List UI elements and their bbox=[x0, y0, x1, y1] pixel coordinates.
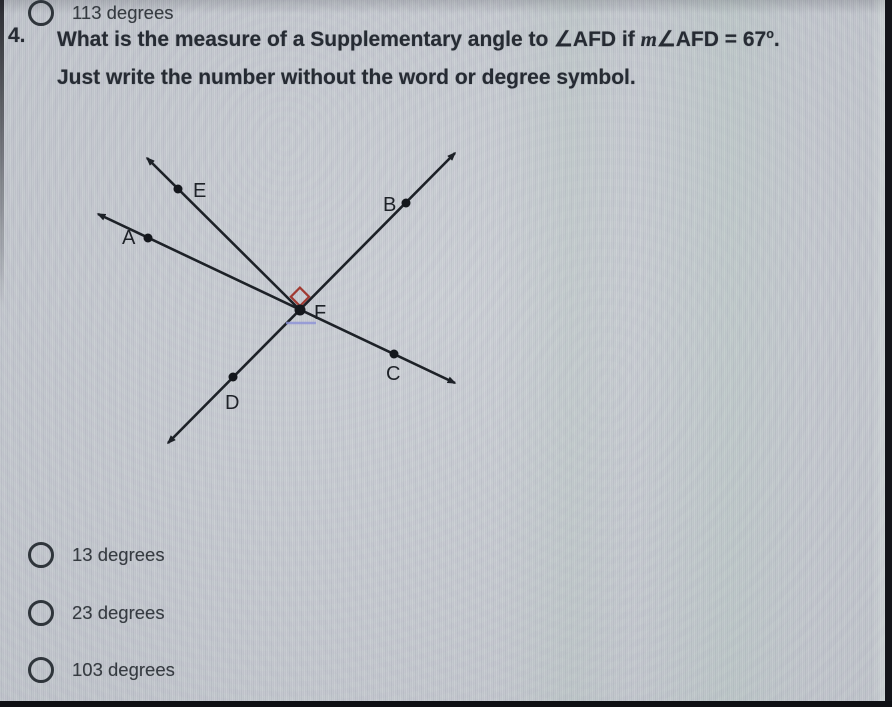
point-c-dot bbox=[389, 349, 399, 359]
point-b-dot bbox=[401, 198, 411, 208]
point-f-dot bbox=[294, 304, 306, 316]
label-c: C bbox=[386, 363, 400, 385]
question-line2: Just write the number without the word o… bbox=[57, 66, 636, 89]
question-number: 4. bbox=[8, 24, 26, 47]
point-a-dot bbox=[143, 233, 153, 243]
point-e-dot bbox=[173, 184, 183, 194]
option-label: 13 degrees bbox=[72, 544, 165, 565]
option-label: 103 degrees bbox=[72, 659, 175, 680]
label-e: E bbox=[193, 180, 206, 202]
option-label: 23 degrees bbox=[72, 602, 165, 623]
question-part1: What is the measure of a Supplementary a… bbox=[57, 28, 641, 51]
radio-button[interactable] bbox=[28, 657, 54, 683]
ray-f-e bbox=[145, 156, 301, 311]
label-b: B bbox=[383, 194, 396, 216]
degree-superscript: o bbox=[766, 27, 774, 41]
geometry-diagram: E A B F C D bbox=[96, 151, 457, 445]
screen-edge-bottom bbox=[0, 701, 892, 707]
measure-variable: m bbox=[640, 27, 657, 51]
option-label: 113 degrees bbox=[72, 2, 174, 23]
point-d-dot bbox=[228, 372, 238, 382]
answer-option-113[interactable]: 113 degrees bbox=[28, 0, 174, 26]
answer-option-13[interactable]: 13 degrees bbox=[28, 542, 165, 568]
question-text: What is the measure of a Supplementary a… bbox=[57, 20, 780, 97]
radio-button[interactable] bbox=[28, 600, 54, 626]
question-block: 4. What is the measure of a Supplementar… bbox=[8, 24, 780, 97]
screen-edge-right bbox=[885, 0, 892, 707]
label-d: D bbox=[225, 392, 239, 414]
line-b-f-d bbox=[166, 151, 457, 445]
right-angle-marker bbox=[289, 286, 311, 308]
answer-option-103[interactable]: 103 degrees bbox=[28, 657, 175, 683]
question-part2: ∠AFD = 67 bbox=[656, 28, 767, 51]
screen-edge-left bbox=[0, 0, 4, 310]
answer-option-23[interactable]: 23 degrees bbox=[28, 600, 165, 626]
radio-button[interactable] bbox=[28, 542, 54, 568]
label-a: A bbox=[122, 227, 136, 249]
question-line1: What is the measure of a Supplementary a… bbox=[57, 20, 780, 59]
question-part3: . bbox=[773, 28, 780, 51]
label-f: F bbox=[314, 302, 326, 324]
screen-glow-right bbox=[872, 0, 885, 707]
radio-button[interactable] bbox=[28, 0, 54, 26]
